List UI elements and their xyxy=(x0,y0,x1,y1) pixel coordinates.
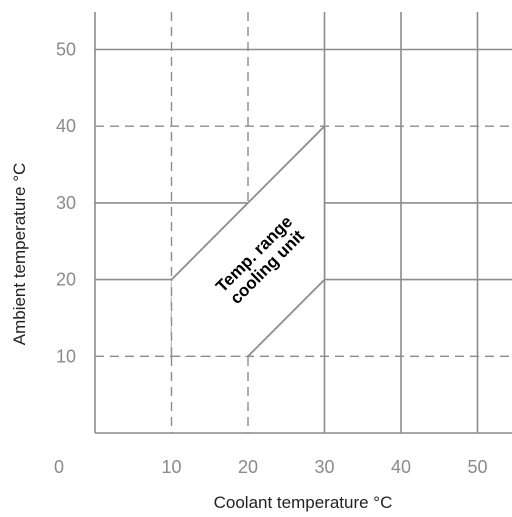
x-tick-label-10: 10 xyxy=(161,457,181,477)
tick-labels: 0 10 20 30 40 50 10 20 30 40 50 xyxy=(54,40,488,478)
x-tick-label-20: 20 xyxy=(238,457,258,477)
grid xyxy=(94,12,512,434)
region-upper-boundary xyxy=(170,202,249,281)
x-tick-label-0: 0 xyxy=(54,457,64,477)
region-upper-boundary-2 xyxy=(247,125,326,204)
y-tick-label-20: 20 xyxy=(56,270,76,290)
region-fill xyxy=(171,126,325,357)
y-tick-label-50: 50 xyxy=(56,40,76,60)
y-tick-label-10: 10 xyxy=(56,346,76,366)
y-axis-label: Ambient temperature °C xyxy=(10,163,29,346)
y-tick-label-40: 40 xyxy=(56,116,76,136)
x-tick-label-50: 50 xyxy=(467,457,487,477)
x-tick-label-30: 30 xyxy=(314,457,334,477)
x-tick-label-40: 40 xyxy=(391,457,411,477)
y-tick-label-30: 30 xyxy=(56,193,76,213)
x-axis-label: Coolant temperature °C xyxy=(214,493,393,512)
cooling-unit-region xyxy=(170,125,326,357)
region-lower-boundary xyxy=(247,278,326,357)
